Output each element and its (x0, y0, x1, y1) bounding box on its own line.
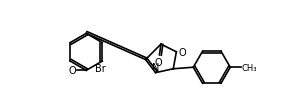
Text: O: O (154, 58, 162, 68)
Text: CH₃: CH₃ (242, 63, 257, 72)
Text: Br: Br (95, 63, 106, 73)
Text: O: O (179, 47, 186, 57)
Text: O: O (69, 66, 76, 76)
Text: N: N (152, 62, 159, 72)
